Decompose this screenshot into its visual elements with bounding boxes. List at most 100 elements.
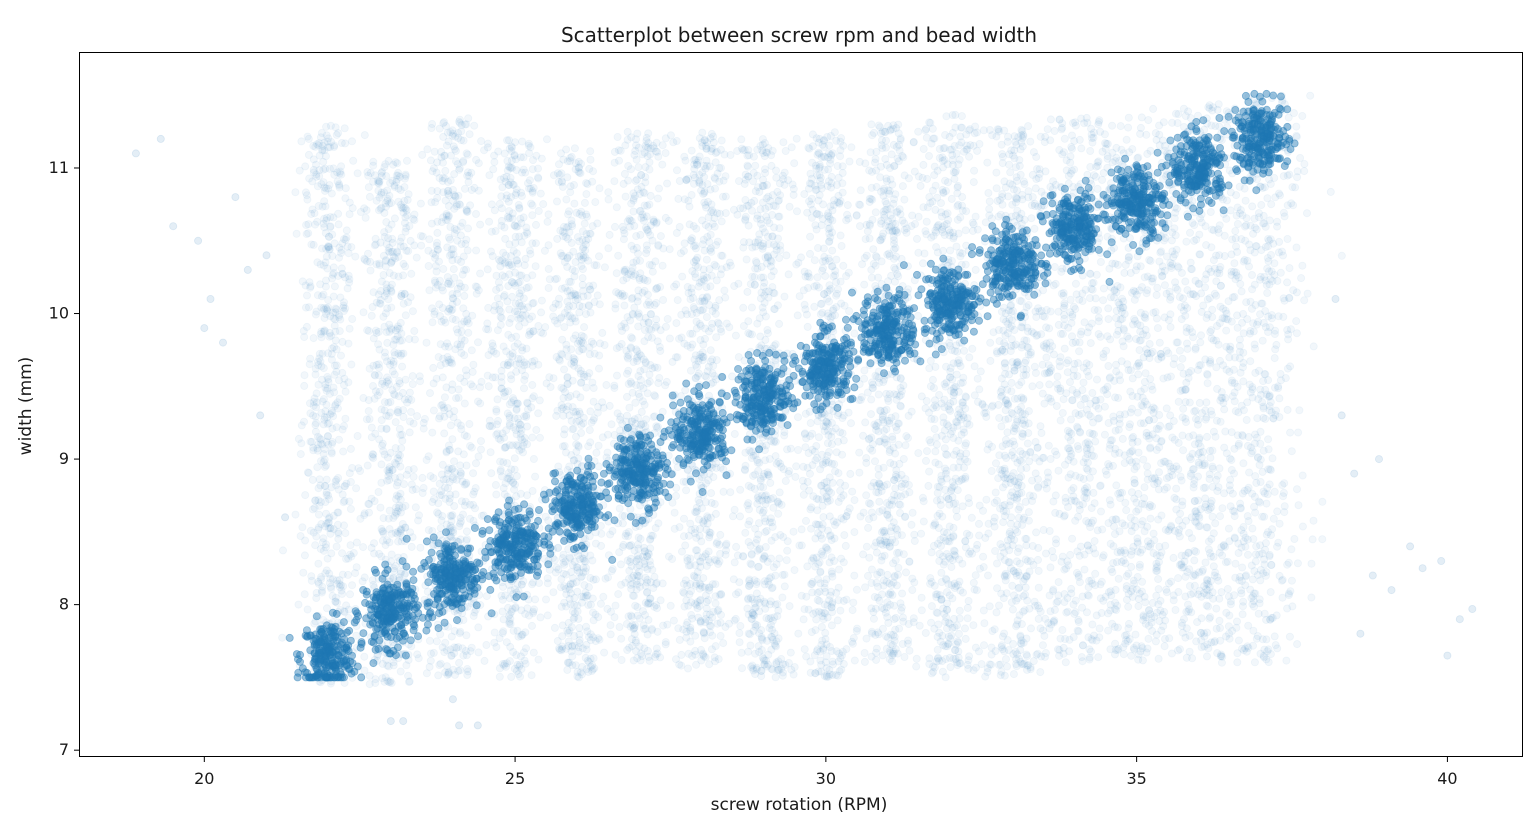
data-point [350, 618, 359, 627]
data-point [333, 520, 342, 529]
data-point [444, 597, 453, 606]
data-point [335, 583, 344, 592]
data-point [294, 434, 303, 443]
data-point [322, 386, 331, 395]
data-point [326, 222, 335, 231]
data-point [377, 416, 386, 425]
data-point [322, 122, 331, 131]
data-point [404, 190, 413, 199]
data-point [482, 641, 491, 650]
data-point [311, 403, 320, 412]
data-point [482, 592, 491, 601]
data-point [337, 246, 346, 255]
data-point [338, 337, 347, 346]
data-point [562, 517, 571, 526]
data-point [423, 145, 432, 154]
data-point [423, 620, 432, 629]
data-point [305, 278, 314, 287]
data-point [601, 574, 610, 583]
data-point [452, 475, 461, 484]
data-point [407, 269, 416, 278]
data-point [392, 382, 401, 391]
data-point [640, 276, 649, 285]
data-point [317, 408, 326, 417]
data-point [505, 318, 514, 327]
data-point [552, 411, 561, 420]
data-point [462, 631, 471, 640]
data-point [544, 210, 553, 219]
data-point [497, 313, 506, 322]
data-point [339, 498, 348, 507]
data-point [595, 364, 604, 373]
data-point [392, 175, 401, 184]
data-point [297, 137, 306, 146]
data-point [525, 611, 534, 620]
data-point [345, 275, 354, 284]
data-point [304, 220, 313, 229]
data-point [605, 401, 614, 410]
data-point [334, 527, 343, 536]
data-point [335, 181, 344, 190]
data-point [492, 349, 501, 358]
data-point [493, 395, 502, 404]
data-point [529, 454, 538, 463]
data-point [361, 213, 370, 222]
data-point [583, 179, 592, 188]
data-point [322, 647, 331, 656]
data-point [293, 673, 302, 682]
data-point [568, 265, 577, 274]
data-point [340, 374, 349, 383]
data-point [320, 481, 329, 490]
data-point [372, 196, 381, 205]
data-point [402, 156, 411, 165]
chart-title: Scatterplot between screw rpm and bead w… [561, 23, 1037, 47]
data-point [514, 670, 523, 679]
data-point [573, 587, 582, 596]
data-point [377, 460, 386, 469]
data-point [457, 348, 466, 357]
data-point [663, 458, 672, 467]
data-point [645, 477, 654, 486]
data-point [309, 443, 318, 452]
data-point [553, 197, 562, 206]
data-point [316, 457, 325, 466]
data-point [588, 556, 597, 565]
data-point [327, 349, 336, 358]
data-point [558, 481, 567, 490]
data-point [629, 571, 638, 580]
data-point [336, 622, 345, 631]
data-point [520, 231, 529, 240]
data-point [583, 656, 592, 665]
data-point [364, 508, 373, 517]
data-point [378, 439, 387, 448]
data-point [469, 469, 478, 478]
data-point [579, 243, 588, 252]
data-point [396, 318, 405, 327]
data-point [335, 180, 344, 189]
data-point [434, 671, 443, 680]
data-point [573, 291, 582, 300]
data-point [351, 252, 360, 261]
data-point [305, 174, 314, 183]
data-point [345, 198, 354, 207]
data-point [575, 636, 584, 645]
data-point [372, 360, 381, 369]
data-point [444, 233, 453, 242]
data-point [492, 490, 501, 499]
data-point [323, 625, 332, 634]
data-point [658, 261, 667, 270]
data-point [661, 640, 670, 649]
data-point [367, 605, 376, 614]
data-point [301, 491, 310, 500]
data-point [363, 461, 372, 470]
data-point [405, 388, 414, 397]
data-point [422, 537, 431, 546]
data-point [654, 456, 663, 465]
data-point [362, 206, 371, 215]
data-point [582, 310, 591, 319]
data-point [362, 587, 371, 596]
data-point [575, 624, 584, 633]
data-point [347, 360, 356, 369]
data-point [658, 141, 667, 150]
data-point [631, 176, 640, 185]
